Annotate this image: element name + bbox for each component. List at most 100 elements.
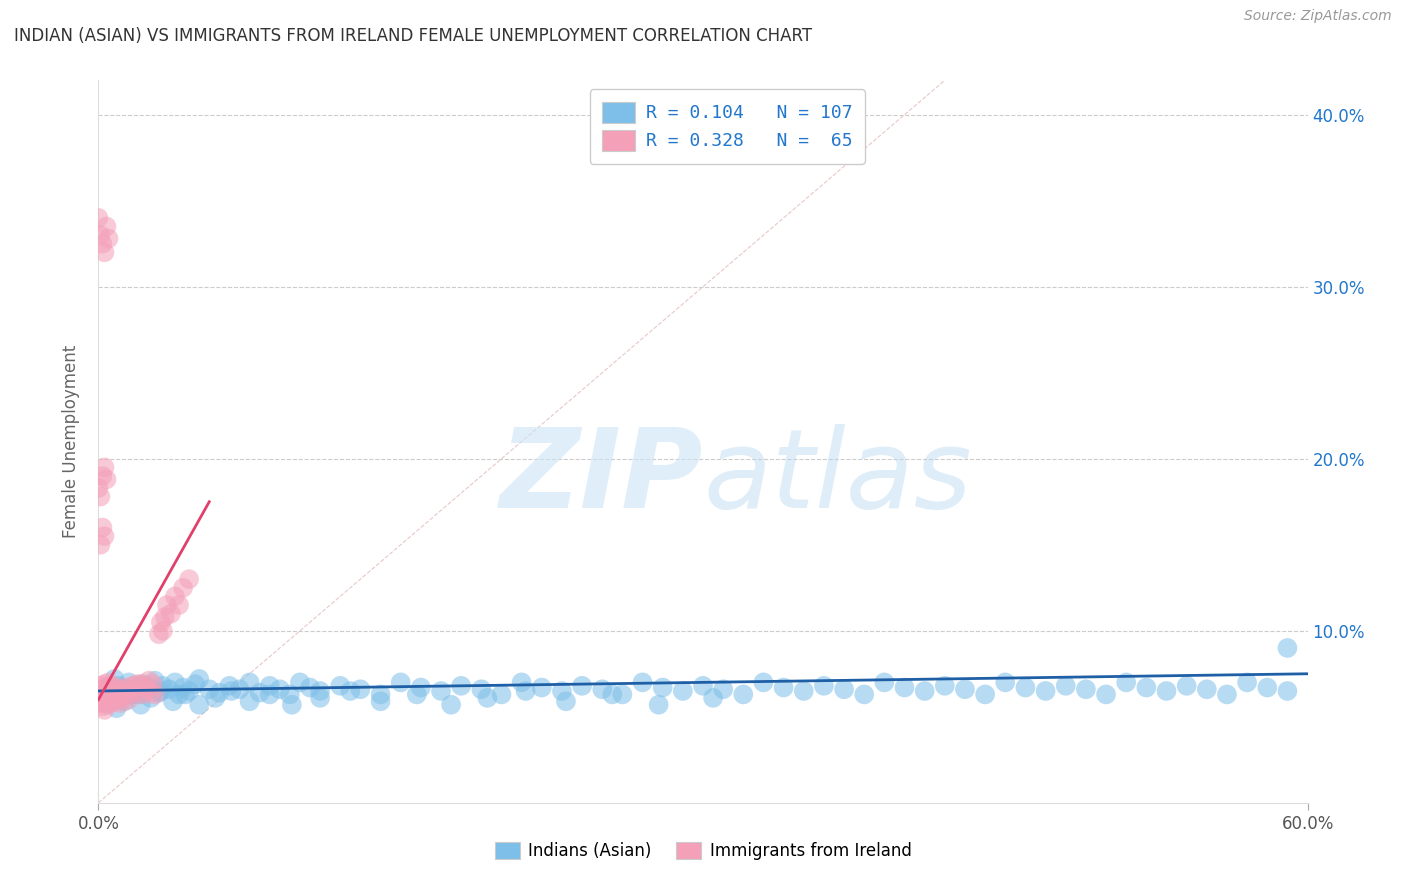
Point	[118, 675, 141, 690]
Point	[853, 687, 876, 701]
Point	[100, 687, 122, 701]
Point	[152, 679, 174, 693]
Point	[96, 681, 118, 695]
Point	[752, 675, 775, 690]
Point	[893, 681, 915, 695]
Point	[124, 682, 146, 697]
Point	[100, 689, 122, 703]
Point	[672, 684, 695, 698]
Point	[218, 679, 240, 693]
Point	[163, 590, 186, 604]
Point	[89, 228, 111, 243]
Point	[118, 692, 141, 706]
Point	[647, 698, 669, 712]
Point	[389, 675, 412, 690]
Point	[172, 581, 194, 595]
Point	[1095, 687, 1118, 701]
Point	[813, 679, 835, 693]
Point	[148, 627, 170, 641]
Point	[160, 607, 183, 621]
Point	[711, 682, 734, 697]
Point	[97, 675, 120, 690]
Point	[994, 675, 1017, 690]
Point	[278, 687, 301, 701]
Point	[571, 679, 593, 693]
Y-axis label: Female Unemployment: Female Unemployment	[62, 345, 80, 538]
Point	[111, 690, 134, 705]
Point	[132, 687, 155, 701]
Point	[149, 615, 172, 630]
Point	[89, 490, 111, 504]
Point	[1236, 675, 1258, 690]
Point	[87, 684, 110, 698]
Point	[167, 687, 190, 701]
Point	[143, 687, 166, 701]
Point	[1074, 682, 1097, 697]
Point	[914, 684, 936, 698]
Point	[103, 686, 125, 700]
Point	[430, 684, 453, 698]
Point	[96, 689, 118, 703]
Point	[93, 529, 115, 543]
Point	[114, 686, 136, 700]
Point	[591, 682, 613, 697]
Point	[87, 692, 110, 706]
Point	[124, 682, 146, 697]
Point	[772, 681, 794, 695]
Point	[115, 681, 138, 695]
Point	[128, 686, 150, 700]
Point	[1216, 687, 1239, 701]
Point	[515, 684, 537, 698]
Point	[188, 672, 211, 686]
Point	[143, 673, 166, 688]
Legend: Indians (Asian), Immigrants from Ireland: Indians (Asian), Immigrants from Ireland	[488, 835, 918, 867]
Point	[89, 679, 111, 693]
Point	[221, 684, 243, 698]
Point	[91, 520, 114, 534]
Point	[228, 682, 250, 697]
Point	[702, 690, 724, 705]
Point	[409, 681, 432, 695]
Point	[135, 682, 157, 697]
Point	[128, 687, 150, 701]
Point	[91, 682, 114, 697]
Point	[1277, 684, 1299, 698]
Point	[370, 694, 392, 708]
Point	[651, 681, 673, 695]
Point	[1277, 640, 1299, 655]
Point	[139, 686, 162, 700]
Point	[793, 684, 815, 698]
Point	[89, 696, 111, 710]
Point	[259, 687, 281, 701]
Point	[204, 690, 226, 705]
Point	[125, 677, 148, 691]
Point	[477, 690, 499, 705]
Point	[370, 687, 392, 701]
Point	[121, 679, 143, 693]
Point	[114, 694, 136, 708]
Point	[120, 687, 142, 701]
Text: Source: ZipAtlas.com: Source: ZipAtlas.com	[1244, 9, 1392, 23]
Point	[153, 610, 176, 624]
Point	[129, 698, 152, 712]
Text: INDIAN (ASIAN) VS IMMIGRANTS FROM IRELAND FEMALE UNEMPLOYMENT CORRELATION CHART: INDIAN (ASIAN) VS IMMIGRANTS FROM IRELAN…	[14, 27, 813, 45]
Point	[134, 679, 156, 693]
Point	[91, 690, 114, 705]
Point	[105, 689, 128, 703]
Point	[1256, 681, 1278, 695]
Point	[101, 682, 124, 697]
Point	[96, 698, 118, 712]
Point	[148, 686, 170, 700]
Point	[163, 675, 186, 690]
Point	[450, 679, 472, 693]
Point	[208, 686, 231, 700]
Point	[103, 694, 125, 708]
Point	[339, 684, 361, 698]
Point	[132, 677, 155, 691]
Point	[510, 675, 533, 690]
Point	[1115, 675, 1137, 690]
Point	[107, 692, 129, 706]
Point	[129, 677, 152, 691]
Point	[93, 245, 115, 260]
Point	[111, 682, 134, 697]
